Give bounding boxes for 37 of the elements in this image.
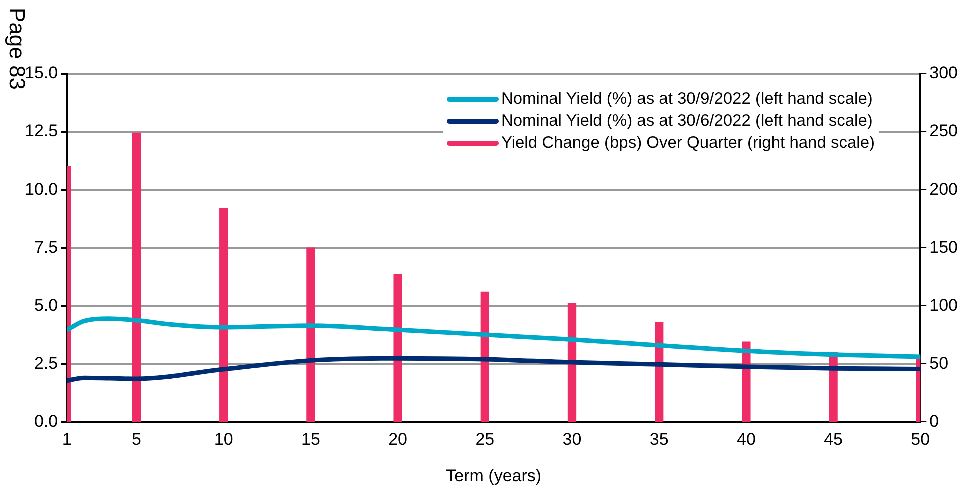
y2-tick-label: 200 [930, 180, 958, 199]
legend-label: Nominal Yield (%) as at 30/9/2022 (left hand scale) [501, 89, 873, 110]
legend-label: Yield Change (bps) Over Quarter (right hand scale) [501, 133, 875, 154]
y-tick-label: 2.5 [34, 354, 58, 373]
x-tick-label: 20 [388, 430, 408, 450]
x-tick-label: 25 [476, 430, 495, 450]
x-tick-label: 15 [301, 430, 320, 450]
line-series [67, 316, 921, 360]
y2-tick-label: 300 [930, 64, 958, 83]
y-tick-label: 12.5 [24, 122, 58, 141]
x-tick-label: 5 [132, 430, 142, 450]
line-series [67, 356, 921, 384]
x-tick-label: 50 [911, 430, 930, 450]
y-tick-label: 0.0 [34, 412, 58, 431]
bar [132, 132, 142, 422]
x-tick-label: 45 [824, 430, 843, 450]
y2-tick-label: 0 [930, 412, 940, 431]
y2-tick-label: 100 [930, 296, 958, 315]
y-tick-label: 7.5 [34, 238, 58, 257]
x-tick-label: 1 [62, 430, 72, 450]
y-tick-label: 15.0 [24, 64, 58, 83]
legend-label: Nominal Yield (%) as at 30/6/2022 (left hand scale) [501, 111, 873, 132]
bar [220, 208, 228, 422]
bar [568, 303, 577, 422]
x-tick-label: 40 [736, 430, 756, 450]
bar [394, 274, 402, 422]
bar [306, 248, 316, 422]
y-tick-label: 10.0 [24, 180, 58, 199]
x-tick-label: 30 [562, 430, 582, 450]
y2-tick-label: 250 [930, 122, 958, 141]
x-axis-title: Term (years) [446, 466, 542, 486]
y-tick-label: 5.0 [34, 296, 58, 315]
y2-tick-label: 50 [930, 354, 949, 373]
x-tick-label: 35 [650, 430, 669, 450]
y2-tick-label: 150 [930, 238, 958, 257]
x-tick-label: 10 [214, 430, 234, 450]
bar [480, 292, 490, 422]
